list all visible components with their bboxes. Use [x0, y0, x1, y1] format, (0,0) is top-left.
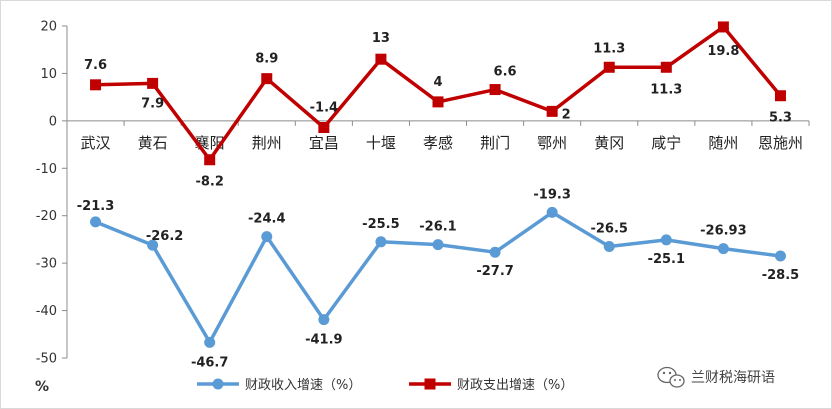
- data-point: [660, 61, 672, 73]
- data-label: 4: [433, 75, 442, 90]
- x-tick-label: 鄂州: [537, 134, 567, 152]
- data-point: [261, 73, 273, 85]
- data-label: 11.3: [593, 41, 625, 56]
- data-label: -26.93: [700, 224, 747, 239]
- data-label: -8.2: [195, 175, 223, 190]
- legend-marker: [424, 378, 436, 390]
- x-tick-label: 黄石: [138, 134, 168, 152]
- data-label: 6.6: [494, 65, 517, 80]
- legend: 财政收入增速（%） 财政支出增速（%）: [197, 378, 573, 393]
- y-tick-label: -40: [36, 304, 57, 319]
- x-tick-label: 随州: [708, 134, 738, 152]
- y-tick-label: -10: [36, 162, 57, 177]
- x-tick-label: 恩施州: [758, 134, 803, 152]
- y-tick-label: -20: [36, 209, 57, 224]
- y-tick-label: -50: [36, 352, 57, 367]
- x-tick-label: 武汉: [81, 134, 111, 152]
- data-label: -26.2: [146, 229, 183, 244]
- data-point: [318, 121, 330, 133]
- data-point: [489, 84, 501, 96]
- data-point: [375, 53, 387, 65]
- x-tick-label: 黄冈: [594, 134, 624, 152]
- data-label: -21.3: [77, 199, 114, 214]
- y-tick-label: 20: [40, 20, 57, 35]
- data-label: 7.9: [141, 96, 164, 111]
- y-tick-label: -30: [36, 257, 57, 272]
- legend-label: 财政收入增速（%）: [245, 378, 361, 393]
- data-point: [90, 79, 102, 91]
- watermark: 兰财税海研语: [657, 366, 775, 388]
- x-axis: 武汉 黄石 襄阳 荆州 宜昌 十堰 孝感 荆门 鄂州 黄冈 咸宁 随州 恩施州: [66, 120, 810, 152]
- data-label: -24.4: [248, 212, 285, 227]
- x-tick-label: 孝感: [423, 134, 453, 152]
- data-label: 7.6: [84, 58, 107, 73]
- data-point: [204, 336, 216, 348]
- axes: [66, 26, 809, 358]
- x-tick-label: 咸宁: [651, 134, 681, 152]
- data-point: [432, 96, 444, 108]
- x-tick-label: 荆州: [252, 134, 282, 152]
- data-point: [261, 231, 273, 243]
- legend-label: 财政支出增速（%）: [457, 378, 573, 393]
- data-point: [318, 314, 330, 326]
- data-label: 19.8: [707, 44, 739, 59]
- data-label: -26.1: [419, 220, 456, 235]
- data-labels: -21.3 -26.2 -46.7 -24.4 -41.9 -25.5 -26.1 -27.7…: [77, 31, 799, 370]
- data-label: 5.3: [769, 111, 792, 126]
- data-label: -46.7: [191, 355, 228, 370]
- data-point: [204, 154, 216, 166]
- x-tick-label: 荆门: [480, 134, 510, 152]
- data-point: [774, 90, 786, 102]
- data-point: [717, 243, 729, 255]
- y-tick-label: 0: [49, 114, 57, 129]
- data-label: 8.9: [255, 52, 278, 67]
- data-label: -28.5: [762, 268, 799, 283]
- data-label: 2: [562, 107, 571, 122]
- data-point: [717, 21, 729, 33]
- data-point: [603, 61, 615, 73]
- data-point: [546, 206, 558, 218]
- y-axis-unit-label: %: [35, 379, 49, 395]
- data-point: [660, 234, 672, 246]
- watermark-text: 兰财税海研语: [691, 370, 775, 386]
- data-label: -26.5: [590, 222, 627, 237]
- legend-marker: [212, 378, 224, 390]
- data-point: [147, 239, 159, 251]
- wechat-icon: [657, 366, 685, 388]
- y-axis: 20 10 0 -10 -20 -30 -40 -50: [36, 20, 67, 367]
- data-label: -1.4: [310, 100, 338, 115]
- data-point: [603, 241, 615, 253]
- data-label: -41.9: [305, 333, 342, 348]
- data-label: -25.5: [362, 217, 399, 232]
- data-point: [774, 250, 786, 262]
- data-point: [432, 239, 444, 251]
- data-label: -27.7: [476, 264, 513, 279]
- data-label: -19.3: [533, 187, 570, 202]
- data-label: -25.1: [648, 252, 685, 267]
- data-point: [375, 236, 387, 248]
- x-tick-label: 宜昌: [309, 134, 339, 152]
- y-tick-label: 10: [40, 67, 57, 82]
- data-label: 13: [372, 31, 390, 46]
- series-layer: [90, 21, 786, 348]
- data-point: [90, 216, 102, 228]
- data-point: [546, 105, 558, 117]
- x-tick-label: 十堰: [366, 134, 396, 152]
- data-point: [147, 77, 159, 89]
- data-label: 11.3: [650, 82, 682, 97]
- data-point: [489, 246, 501, 258]
